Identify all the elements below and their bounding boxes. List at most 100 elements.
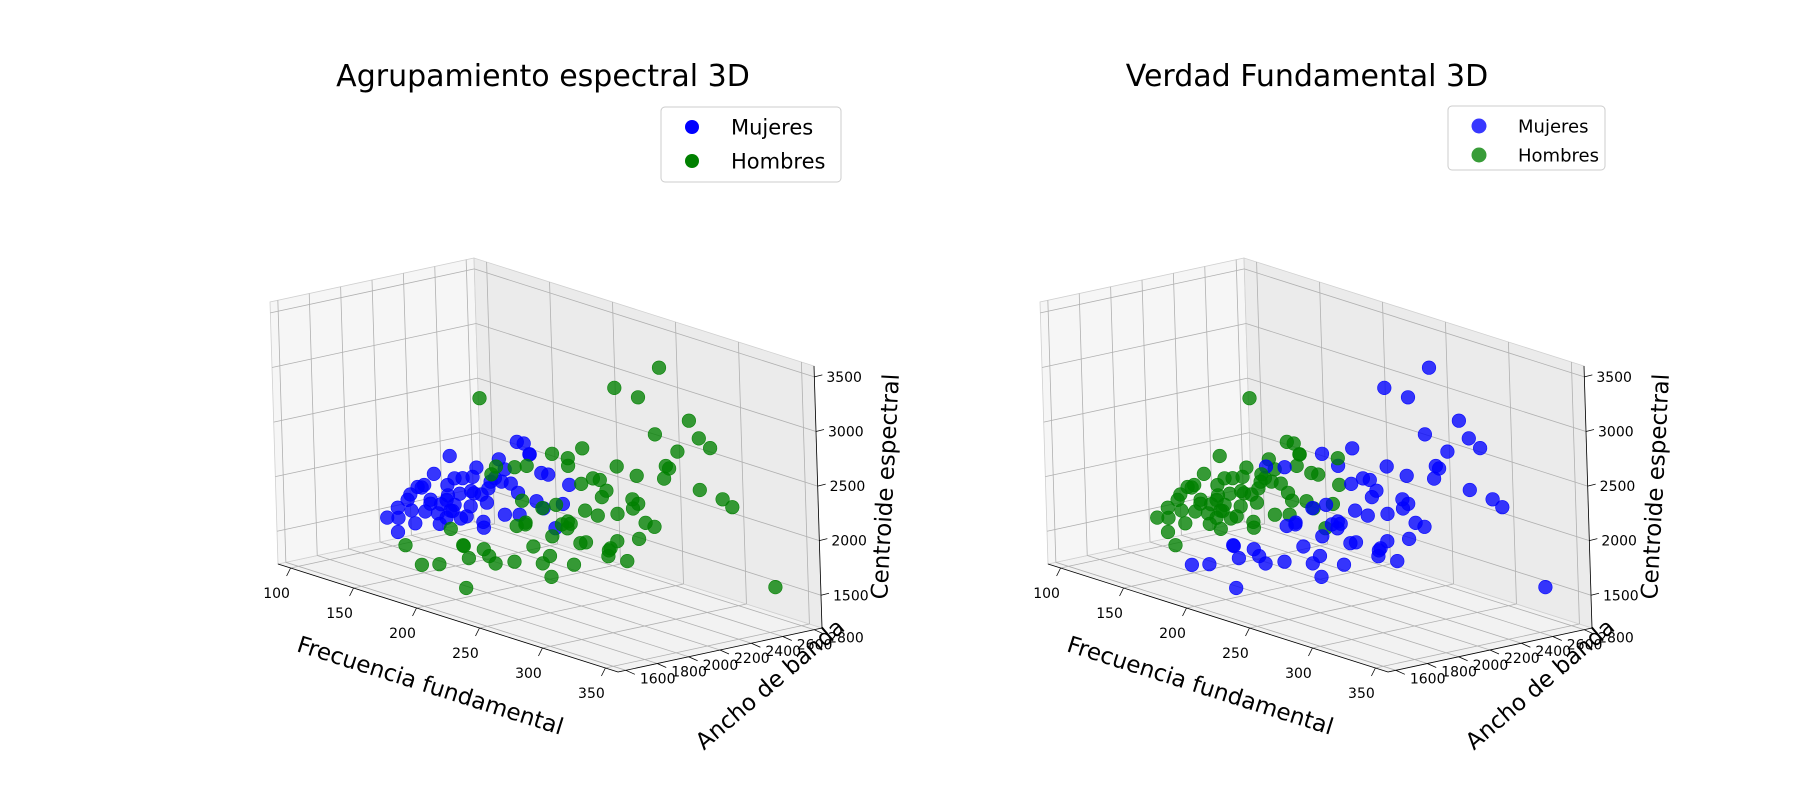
data-point-hombres bbox=[691, 431, 706, 446]
z-tick bbox=[819, 538, 828, 542]
data-point-hombres bbox=[658, 458, 673, 474]
y-tick bbox=[719, 649, 730, 655]
z-tick-label: 2000 bbox=[831, 534, 867, 550]
y-grid-floor bbox=[1055, 561, 1396, 671]
data-point-mujeres bbox=[1296, 539, 1311, 554]
data-point-mujeres bbox=[1258, 556, 1273, 571]
z-tick-label: 1500 bbox=[1603, 588, 1639, 604]
y-tick-label: 2600 bbox=[1567, 637, 1603, 653]
x-tick-label: 100 bbox=[263, 586, 290, 602]
data-point-mujeres bbox=[380, 510, 395, 525]
x-tick bbox=[412, 607, 417, 617]
y-grid-left bbox=[1141, 279, 1151, 543]
data-point-mujeres bbox=[1440, 444, 1455, 459]
data-point-mujeres bbox=[440, 488, 456, 503]
data-point-hombres bbox=[1246, 514, 1261, 530]
x-tick-label: 250 bbox=[1222, 646, 1249, 662]
x-grid-back bbox=[801, 361, 810, 625]
y-tick bbox=[1583, 629, 1594, 635]
legend-box bbox=[1447, 105, 1606, 171]
z-tick bbox=[814, 374, 823, 378]
y-grid-floor bbox=[317, 555, 658, 664]
x-tick-label: 300 bbox=[1285, 666, 1312, 682]
data-point-mujeres bbox=[1461, 431, 1476, 446]
x-tick bbox=[1308, 647, 1313, 657]
data-point-hombres bbox=[1330, 451, 1345, 466]
data-point-hombres bbox=[560, 458, 576, 473]
data-point-mujeres bbox=[423, 496, 438, 511]
data-point-hombres bbox=[545, 529, 560, 544]
y-tick bbox=[1552, 636, 1562, 641]
data-point-hombres bbox=[1234, 484, 1249, 499]
x-tick-label: 350 bbox=[1348, 686, 1375, 702]
data-point-hombres bbox=[507, 554, 522, 569]
data-point-hombres bbox=[484, 467, 499, 482]
data-point-hombres bbox=[432, 557, 447, 572]
z-grid-back bbox=[474, 268, 815, 378]
data-point-hombres bbox=[1168, 538, 1183, 553]
data-point-hombres bbox=[607, 380, 622, 396]
scatter3d-spectral-clustering: 1001502002503003501600180020002200240026… bbox=[263, 59, 905, 755]
z-tick bbox=[1585, 429, 1595, 432]
data-point-mujeres bbox=[522, 447, 537, 462]
z-tick-label: 2500 bbox=[830, 479, 866, 495]
data-point-hombres bbox=[548, 497, 564, 512]
x-tick-label: 100 bbox=[1033, 586, 1060, 602]
y-tick-label: 2200 bbox=[734, 651, 770, 667]
subplot-ground-truth: 100 150 200 250 300 350 1600 1800 2000 2200 2400 26… bbox=[770, 0, 1675, 800]
data-point-hombres bbox=[603, 541, 618, 556]
z-grid-back bbox=[475, 323, 817, 432]
y-grid-left bbox=[371, 279, 381, 543]
z-tick-label: 3000 bbox=[1598, 425, 1634, 441]
z-grid-left bbox=[273, 377, 478, 423]
data-point-hombres bbox=[518, 515, 533, 530]
data-point-hombres bbox=[488, 556, 503, 571]
z-tick-label: 3500 bbox=[1596, 370, 1632, 386]
data-point-mujeres bbox=[1355, 471, 1371, 486]
data-point-hombres bbox=[609, 459, 624, 474]
data-point-hombres bbox=[625, 501, 641, 516]
x-grid-back bbox=[1508, 341, 1517, 605]
data-point-mujeres bbox=[1472, 441, 1488, 456]
data-point-mujeres bbox=[1462, 482, 1477, 498]
x-tick-label: 350 bbox=[578, 686, 605, 702]
data-point-hombres bbox=[1254, 467, 1269, 482]
data-point-hombres bbox=[1284, 493, 1300, 508]
y-tick-label: 1600 bbox=[640, 671, 676, 687]
data-point-hombres bbox=[414, 557, 430, 572]
data-point-mujeres bbox=[1315, 529, 1330, 544]
data-point-hombres bbox=[461, 550, 477, 566]
y-grid-floor bbox=[1212, 528, 1553, 637]
legend-label-hombres: Hombres bbox=[731, 150, 825, 174]
data-point-mujeres bbox=[534, 465, 549, 481]
data-point-hombres bbox=[1249, 495, 1265, 510]
data-point-mujeres bbox=[1324, 517, 1340, 532]
data-point-mujeres bbox=[1373, 541, 1388, 556]
x-tick bbox=[1371, 667, 1376, 677]
y-tick bbox=[782, 636, 792, 641]
z-grid-left bbox=[1041, 323, 1247, 368]
data-point-mujeres bbox=[497, 507, 513, 522]
data-point-hombres bbox=[472, 391, 487, 406]
x-tick bbox=[349, 587, 354, 597]
y-grid-floor bbox=[285, 561, 626, 671]
legend-marker-hombres bbox=[685, 154, 699, 168]
z-tick bbox=[817, 483, 826, 487]
data-point-hombres bbox=[519, 458, 534, 474]
data-point-hombres bbox=[542, 548, 558, 564]
x-axis-line bbox=[1047, 563, 1389, 673]
data-point-mujeres bbox=[1202, 557, 1217, 572]
data-point-hombres bbox=[1279, 434, 1294, 450]
y-grid-floor bbox=[442, 528, 783, 637]
y-tick bbox=[657, 663, 667, 668]
data-point-hombres bbox=[585, 471, 601, 486]
data-point-hombres bbox=[651, 360, 667, 375]
y-tick bbox=[751, 642, 761, 648]
data-point-hombres bbox=[630, 390, 646, 405]
data-point-hombres bbox=[681, 413, 697, 428]
data-point-mujeres bbox=[390, 500, 405, 515]
z-axis-line bbox=[1583, 365, 1593, 629]
x-tick bbox=[286, 567, 291, 577]
x-tick bbox=[601, 667, 606, 677]
data-point-hombres bbox=[1213, 521, 1228, 537]
